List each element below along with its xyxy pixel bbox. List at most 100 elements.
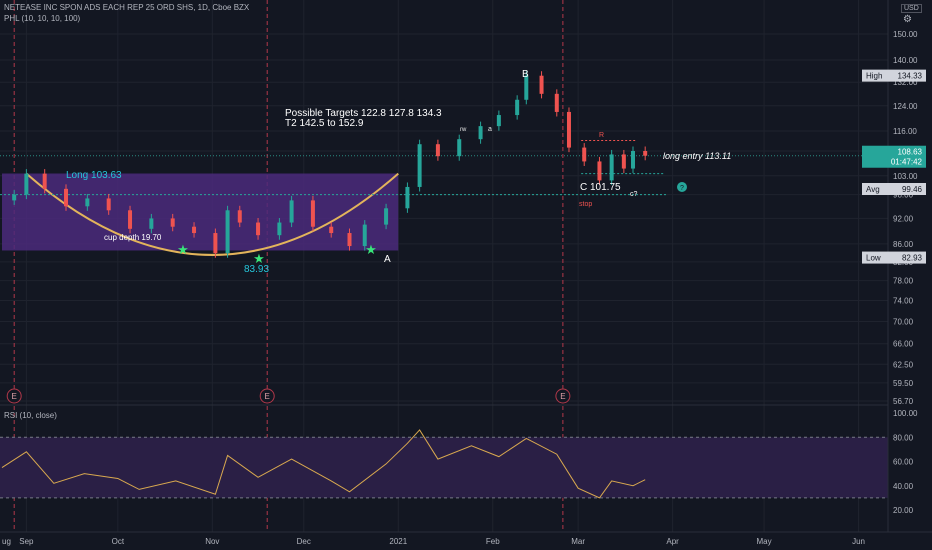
price-tick-16: 59.50 bbox=[893, 379, 914, 388]
avg-badge-text-0: Avg bbox=[866, 185, 880, 194]
price-tick-6: 103.00 bbox=[893, 172, 918, 181]
candle-body bbox=[225, 210, 230, 254]
candle-body bbox=[524, 75, 529, 100]
candle-body bbox=[42, 173, 47, 189]
candle-body bbox=[609, 154, 614, 181]
candle-body bbox=[643, 151, 648, 156]
rsi-line bbox=[1, 429, 646, 499]
avg-badge: Avg 99.46 bbox=[862, 182, 926, 195]
price-tick-8: 92.00 bbox=[893, 214, 914, 223]
low-badge-bg bbox=[862, 251, 926, 264]
candle-body bbox=[85, 198, 90, 207]
price-tick-1: 140.00 bbox=[893, 56, 918, 65]
candle-body bbox=[64, 188, 69, 207]
candle-body bbox=[128, 210, 133, 229]
candle-body bbox=[417, 144, 422, 187]
help-icon bbox=[677, 182, 687, 192]
cup-low-label: 83.93 bbox=[244, 264, 269, 275]
candle-body bbox=[478, 126, 483, 140]
earnings-marker-0 bbox=[6, 388, 22, 404]
point-c-label: C 101.75 bbox=[580, 182, 621, 193]
earnings-marker-1 bbox=[259, 388, 275, 404]
candle-body bbox=[170, 218, 175, 227]
candle-body bbox=[566, 111, 571, 148]
rsi-tick-2: 60.00 bbox=[893, 458, 914, 467]
candle-body bbox=[237, 210, 242, 223]
candle-body bbox=[277, 222, 282, 236]
help-icon-glyph: ? bbox=[680, 185, 684, 192]
low-badge: Low 82.93 bbox=[862, 251, 926, 264]
low-badge-text-1: 82.93 bbox=[902, 254, 923, 263]
candle-body bbox=[12, 194, 17, 201]
candle-body bbox=[384, 208, 389, 225]
cup-zone bbox=[2, 173, 399, 251]
price-tick-3: 124.00 bbox=[893, 102, 918, 111]
price-tick-17: 56.70 bbox=[893, 397, 914, 406]
candle-body bbox=[539, 75, 544, 94]
currency-badge[interactable]: USD bbox=[901, 4, 922, 13]
high-badge: High 134.33 bbox=[862, 69, 926, 82]
candle-body bbox=[289, 200, 294, 223]
stop-label: stop bbox=[579, 201, 592, 208]
price-tick-13: 70.00 bbox=[893, 318, 914, 327]
candle-body bbox=[515, 99, 520, 116]
time-tick-10: Jun bbox=[852, 537, 865, 546]
rsi-tick-4: 20.00 bbox=[893, 506, 914, 515]
price-tick-15: 62.50 bbox=[893, 360, 914, 369]
candle-body bbox=[24, 173, 29, 195]
time-tick-5: 2021 bbox=[389, 537, 407, 546]
last-price-badge-bg bbox=[862, 145, 926, 168]
price-tick-2: 132.00 bbox=[893, 78, 918, 87]
point-a-label: A bbox=[384, 254, 391, 265]
candle-body bbox=[149, 218, 154, 229]
candle-body bbox=[496, 115, 501, 127]
last-price-badge-text-0: 108.63 bbox=[898, 148, 923, 157]
price-tick-11: 78.00 bbox=[893, 277, 914, 286]
settings-icon[interactable]: ⚙ bbox=[903, 14, 912, 25]
earnings-marker-2 bbox=[555, 388, 571, 404]
earnings-label-0: E bbox=[12, 392, 17, 401]
rsi-tick-3: 40.00 bbox=[893, 482, 914, 491]
avg-badge-bg bbox=[862, 182, 926, 195]
candle-body bbox=[310, 200, 315, 227]
time-tick-8: Apr bbox=[666, 537, 679, 546]
r-label: R bbox=[599, 132, 604, 139]
avg-badge-text-1: 99.46 bbox=[902, 185, 923, 194]
cup-depth-label: cup depth 19.70 bbox=[104, 233, 162, 242]
rsi-tick-1: 80.00 bbox=[893, 433, 914, 442]
rsi-tick-0: 100.00 bbox=[893, 409, 918, 418]
candle-body bbox=[457, 139, 462, 157]
long-entry-label: long entry 113.11 bbox=[663, 151, 731, 161]
earnings-label-1: E bbox=[265, 392, 270, 401]
chart-title: NETEASE INC SPON ADS EACH REP 25 ORD SHS… bbox=[4, 3, 250, 12]
candle-body bbox=[630, 151, 635, 169]
price-tick-0: 150.00 bbox=[893, 30, 918, 39]
time-tick-4: Dec bbox=[297, 537, 311, 546]
price-tick-14: 66.00 bbox=[893, 340, 914, 349]
candle-body bbox=[435, 144, 440, 157]
long-label: Long 103.63 bbox=[66, 170, 122, 181]
cup-curve bbox=[25, 172, 399, 256]
high-badge-text-0: High bbox=[866, 72, 882, 81]
candle-body bbox=[106, 198, 111, 211]
candle-body bbox=[329, 226, 334, 234]
candle-body bbox=[621, 154, 626, 169]
candle-body bbox=[256, 222, 261, 236]
high-badge-text-1: 134.33 bbox=[898, 72, 923, 81]
time-tick-6: Feb bbox=[486, 537, 500, 546]
rsi-band bbox=[0, 437, 888, 498]
c-question-label: c? bbox=[630, 191, 638, 198]
high-badge-bg bbox=[862, 69, 926, 82]
star-marker-1: ★ bbox=[253, 251, 265, 266]
time-tick-1: Sep bbox=[19, 537, 34, 546]
star-marker-0: ★ bbox=[177, 242, 189, 257]
low-badge-text-0: Low bbox=[866, 254, 881, 263]
targets-line-1: Possible Targets 122.8 127.8 134.3 bbox=[285, 108, 442, 119]
price-tick-4: 116.00 bbox=[893, 127, 917, 136]
candle-body bbox=[554, 93, 559, 112]
price-tick-12: 74.00 bbox=[893, 297, 914, 306]
last-price-badge-text-1: 01:47:42 bbox=[891, 158, 923, 167]
indicator-label: PHL (10, 10, 10, 100) bbox=[4, 14, 81, 23]
